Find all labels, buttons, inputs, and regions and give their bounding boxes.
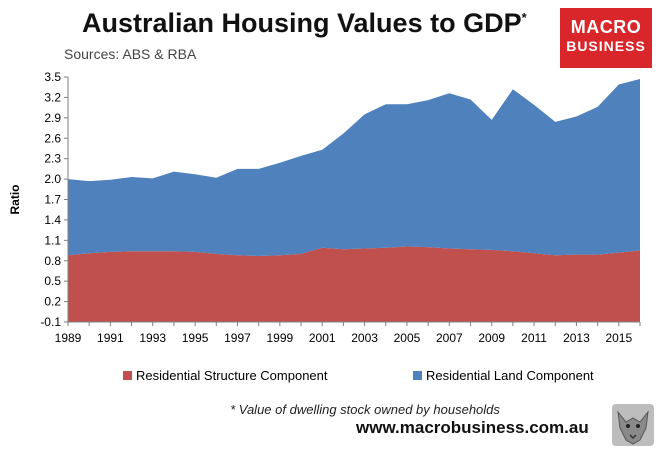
legend-swatch-2 [413, 371, 422, 380]
y-tick-label: 2.6 [44, 131, 61, 145]
wolf-logo-icon [612, 404, 654, 446]
website-url[interactable]: www.macrobusiness.com.au [356, 418, 589, 437]
y-tick-label: 2.0 [44, 172, 61, 186]
x-tick-label: 1989 [55, 331, 82, 345]
x-tick-label: 2007 [436, 331, 463, 345]
legend-swatch-1 [123, 371, 132, 380]
chart-title: Australian Housing Values to GDP* [82, 8, 527, 38]
area-series-1 [68, 246, 640, 322]
y-tick-label: 3.2 [44, 90, 61, 104]
y-tick-label: 0.5 [44, 274, 61, 288]
y-tick-label: 1.4 [44, 213, 61, 227]
x-tick-label: 2003 [351, 331, 378, 345]
axes: -0.1 0.2 0.5 0.8 1.1 1.4 1.7 2.0 2.3 2.6 2.9 3.2 3.5… [8, 70, 641, 345]
brand-logo[interactable]: MACRO BUSINESS [560, 8, 652, 68]
x-tick-label: 1997 [224, 331, 251, 345]
y-tick-label: 2.9 [44, 111, 61, 125]
y-tick-label: 0.8 [44, 254, 61, 268]
logo-text-macro: MACRO [570, 17, 642, 37]
y-tick-label: 2.3 [44, 152, 61, 166]
x-tick-label: 2015 [605, 331, 632, 345]
x-tick-label: 2009 [478, 331, 505, 345]
legend: Residential Structure Component Residenti… [123, 368, 594, 383]
x-tick-label: 1991 [97, 331, 124, 345]
chart-canvas: -0.1 0.2 0.5 0.8 1.1 1.4 1.7 2.0 2.3 2.6 2.9 3.2 3.5… [8, 70, 641, 383]
legend-label-1: Residential Structure Component [136, 368, 328, 383]
x-tick-label: 1999 [267, 331, 294, 345]
x-tick-label: 1993 [139, 331, 166, 345]
y-tick-label: 0.2 [44, 295, 61, 309]
chart-subtitle: Sources: ABS & RBA [64, 46, 197, 62]
x-tick-label: 2011 [521, 331, 547, 345]
y-tick-label: 1.1 [44, 233, 61, 247]
y-tick-label: 1.7 [44, 193, 61, 207]
footnote: * Value of dwelling stock owned by house… [230, 402, 500, 417]
plot-areas [68, 79, 640, 322]
x-tick-label: 2013 [563, 331, 590, 345]
y-tick-label: -0.1 [40, 315, 61, 329]
x-tick-label: 2001 [309, 331, 336, 345]
logo-text-business: BUSINESS [566, 38, 646, 54]
y-tick-label: 3.5 [44, 70, 61, 84]
area-series-2 [68, 79, 640, 256]
legend-label-2: Residential Land Component [426, 368, 594, 383]
x-tick-label: 2005 [394, 331, 421, 345]
y-axis-label: Ratio [8, 185, 22, 215]
x-tick-label: 1995 [182, 331, 209, 345]
